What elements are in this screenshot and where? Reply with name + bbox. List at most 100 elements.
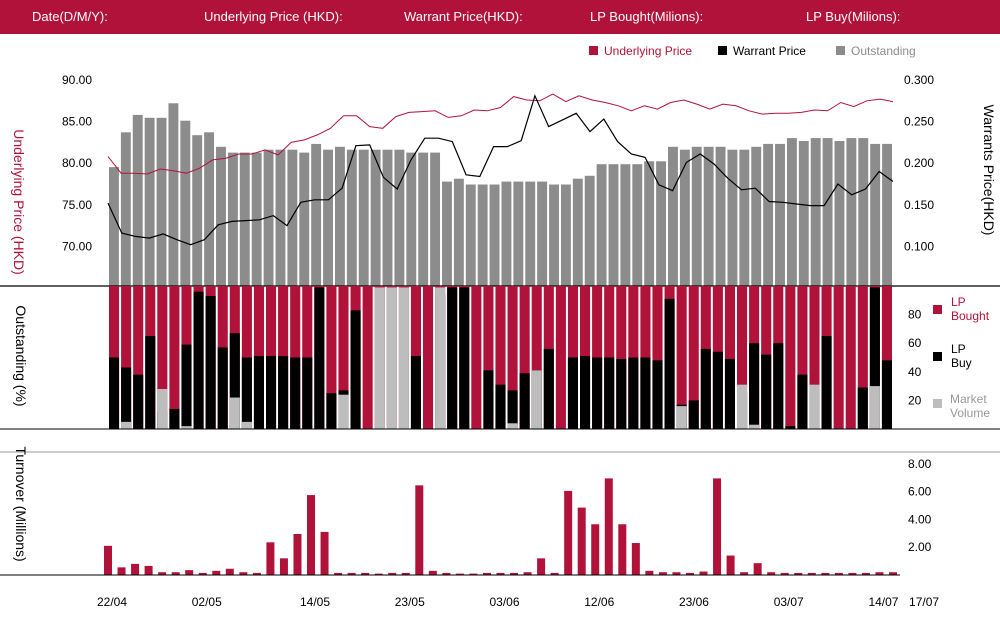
- date-tick-label: 03/07: [774, 595, 804, 609]
- outstanding-bar: [846, 138, 857, 286]
- lp-bought-bar: [507, 286, 518, 429]
- turnover-bar: [658, 572, 667, 575]
- turnover-bar: [875, 572, 884, 575]
- legend-swatch-warrant: [718, 46, 727, 55]
- turnover-bar: [374, 573, 383, 575]
- turnover-bar: [171, 572, 180, 575]
- lp-bought-bar: [881, 286, 892, 429]
- outstanding-bar: [513, 181, 524, 286]
- legend-outstanding: Outstanding: [851, 44, 916, 58]
- legend-swatch-lp-buy: [933, 352, 942, 361]
- right-tick-label: 0.100: [904, 239, 934, 253]
- market-volume-bar: [749, 424, 760, 429]
- lp-bought-bar: [483, 286, 494, 429]
- data-header-bar: Date(D/M/Y): Underlying Price (HKD): War…: [0, 0, 1000, 34]
- date-tick-label: 23/06: [679, 595, 709, 609]
- lp-buy-bar: [580, 356, 591, 429]
- outstanding-bar: [442, 181, 452, 286]
- outstanding-bar: [596, 164, 607, 286]
- outstanding-bar: [775, 143, 785, 286]
- lp-bought-bar: [326, 286, 337, 429]
- turnover-bar: [604, 478, 613, 575]
- market-volume-bar: [338, 394, 349, 429]
- turnover-bar: [239, 572, 248, 575]
- turnover-axis-ticks: 8.00 6.00 4.00 2.00: [908, 457, 932, 554]
- outstanding-bar: [572, 178, 583, 286]
- market-volume-bar: [435, 287, 446, 429]
- lp-buy-bar: [121, 367, 132, 429]
- turnover-bar: [523, 572, 532, 575]
- turnover-bar: [780, 572, 789, 575]
- turnover-bar: [861, 572, 870, 575]
- lp-buy-bar: [133, 374, 144, 429]
- date-tick-label: 22/04: [97, 595, 127, 609]
- right-tick-label: 0.300: [904, 73, 934, 87]
- turnover-bar: [726, 555, 735, 575]
- outstanding-bar: [216, 146, 226, 286]
- turnover-bar: [469, 573, 478, 575]
- outstanding-bar: [358, 149, 369, 286]
- market-volume-bar: [181, 426, 192, 429]
- outstanding-bar: [132, 114, 143, 287]
- outstanding-bar: [632, 164, 643, 286]
- lp-buy-bar: [241, 357, 252, 429]
- left-tick-label: 90.00: [62, 73, 92, 87]
- legend-market-volume: Market Volume: [950, 392, 990, 420]
- outstanding-bar: [418, 152, 429, 286]
- lp-buy-bar: [507, 390, 518, 429]
- lp-buy-bar: [495, 384, 506, 429]
- lp-buy-bar: [869, 287, 880, 429]
- lp-buy-bar: [857, 387, 868, 429]
- turnover-bar: [496, 572, 505, 575]
- lp-buy-bar: [652, 360, 663, 429]
- date-tick-label: 02/05: [192, 595, 222, 609]
- lp-buy-bar: [350, 310, 361, 429]
- outstanding-bar: [334, 146, 345, 286]
- outstanding-bar: [668, 146, 678, 286]
- outstanding-axis-title: Outstanding (%): [13, 305, 29, 406]
- outstanding-bar: [584, 175, 595, 286]
- outstanding-bar: [727, 149, 738, 286]
- turnover-bar: [279, 558, 288, 575]
- lp-bought-bar: [833, 286, 844, 429]
- lp-buy-bar: [278, 356, 289, 429]
- outstanding-bar: [786, 138, 797, 286]
- lp-bought-bar: [797, 286, 808, 429]
- outstanding-bar: [798, 141, 809, 286]
- turnover-bar: [889, 572, 897, 575]
- lp-buy-bar: [169, 408, 180, 429]
- right-tick-label: 0.200: [904, 156, 934, 170]
- legend-swatch-underlying: [589, 46, 598, 55]
- turnover-bar: [848, 572, 857, 575]
- turnover-bar: [415, 485, 424, 575]
- outstanding-bar: [144, 117, 155, 286]
- turnover-bar: [699, 571, 708, 575]
- outstanding-axis-ticks: 80 60 40 20: [908, 308, 922, 408]
- lp-buy-bar: [797, 374, 808, 429]
- lp-buy-bar: [592, 357, 603, 429]
- legend-swatch-outstanding: [836, 46, 845, 55]
- outstanding-bar: [656, 161, 667, 286]
- turnover-tick-label: 2.00: [908, 540, 932, 554]
- turnover-bar: [320, 531, 329, 575]
- lp-buy-bar: [519, 373, 530, 429]
- outstanding-bars: [109, 103, 892, 287]
- lp-bought-bar: [676, 286, 687, 429]
- turnover-bar: [645, 570, 654, 575]
- right-tick-label: 0.250: [904, 115, 934, 129]
- turnover-bar: [794, 572, 803, 575]
- outstanding-bar: [501, 181, 512, 286]
- outstanding-bar: [227, 152, 238, 286]
- outstanding-bar: [394, 149, 405, 286]
- lp-buy-bar: [628, 357, 639, 429]
- lp-bought-bar: [531, 286, 542, 429]
- warrant-chart: Underlying Price Warrant Price Outstandi…: [0, 44, 1000, 609]
- outstanding-bar: [239, 152, 250, 286]
- outstanding-bar: [489, 184, 500, 286]
- outstanding-bar: [120, 132, 131, 286]
- outstanding-bar: [644, 161, 655, 286]
- lp-bought-bar: [688, 286, 699, 429]
- market-volume-bar: [121, 421, 132, 429]
- turnover-bar: [131, 563, 140, 575]
- outstanding-bar: [204, 132, 215, 286]
